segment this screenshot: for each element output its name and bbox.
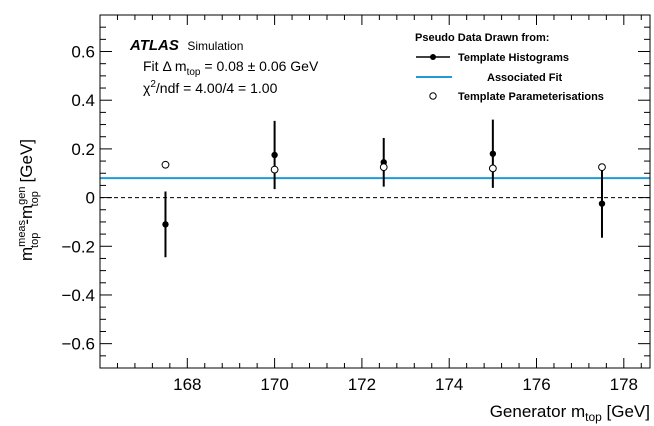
parameterisation-point	[598, 163, 606, 172]
y-tick-label: −0.6	[61, 335, 95, 354]
legend-parameterisation-marker	[429, 92, 437, 100]
y-tick-label: 0.6	[71, 43, 95, 62]
fit-annotation: Fit Δ mtop = 0.08 ± 0.06 GeV	[143, 58, 319, 78]
histogram-point	[598, 200, 606, 207]
plot-frame	[99, 14, 651, 369]
histogram-point	[162, 221, 169, 228]
x-tick-label: 168	[173, 375, 201, 394]
parameterisation-point	[488, 164, 497, 173]
y-tick-label: 0.2	[71, 140, 95, 159]
y-tick-label: −0.2	[61, 237, 95, 256]
x-tick-label: 176	[522, 375, 550, 394]
parameterisation-point	[270, 165, 279, 174]
x-axis-title: Generator mtop [GeV]	[490, 402, 650, 424]
histogram-point	[271, 151, 278, 159]
chi2-annotation: χ2/ndf = 4.00/4 = 1.00	[143, 79, 278, 96]
legend-histogram-marker	[430, 54, 436, 60]
histogram-point	[489, 150, 497, 157]
y-tick-label: 0.4	[71, 91, 95, 110]
legend-entry-fit: Associated Fit	[487, 72, 563, 84]
x-tick-label: 172	[348, 375, 376, 394]
y-tick-label: −0.4	[61, 286, 95, 305]
legend: Pseudo Data Drawn from: Template Histogr…	[415, 32, 604, 103]
legend-entry-histograms: Template Histograms	[458, 52, 569, 64]
legend-entry-parameterisations: Template Parameterisations	[458, 91, 604, 103]
y-tick-label: 0	[86, 189, 95, 208]
parameterisation-point	[161, 160, 170, 169]
parameterisation-point	[379, 163, 388, 172]
x-tick-label: 174	[435, 375, 463, 394]
x-tick-label: 170	[260, 375, 288, 394]
y-axis-title: mmeastop-mgentop [GeV]	[16, 139, 41, 261]
legend-title: Pseudo Data Drawn from:	[415, 32, 549, 44]
x-tick-label: 178	[610, 375, 638, 394]
atlas-brand: ATLAS Simulation	[129, 37, 243, 54]
